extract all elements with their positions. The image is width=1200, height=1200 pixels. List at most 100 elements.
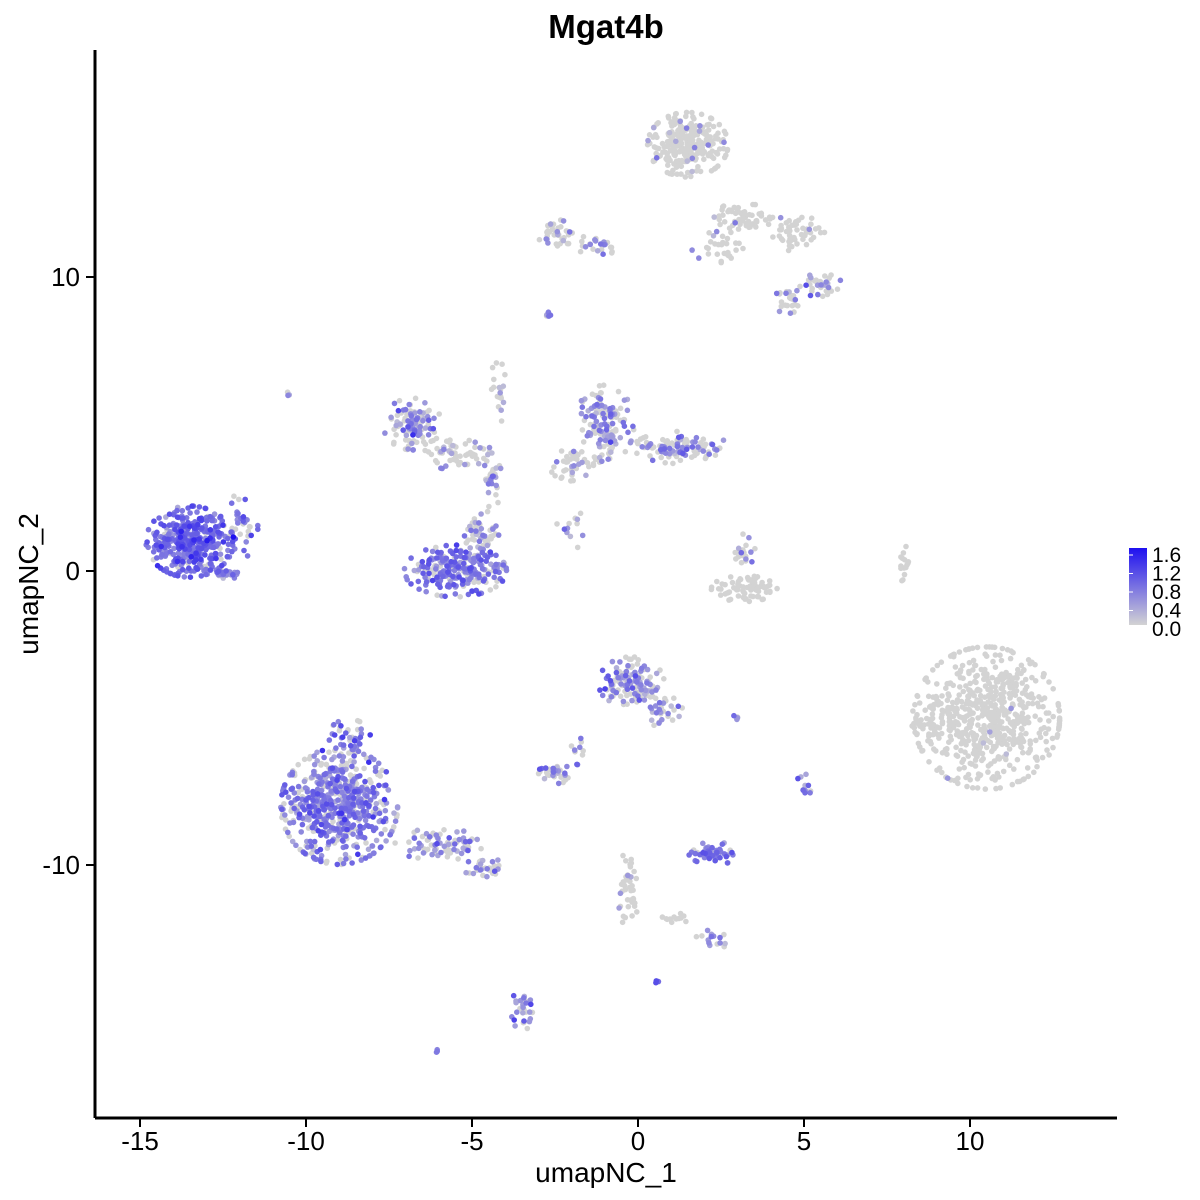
data-point xyxy=(478,511,484,517)
data-point xyxy=(1000,695,1006,701)
data-point xyxy=(1004,741,1010,748)
data-point xyxy=(425,432,432,438)
data-point xyxy=(1007,655,1014,662)
data-point xyxy=(931,727,938,733)
data-point xyxy=(574,520,580,527)
data-point xyxy=(622,672,629,679)
data-point xyxy=(953,744,959,751)
data-point xyxy=(725,249,731,256)
data-point xyxy=(714,251,721,257)
data-point xyxy=(420,417,426,424)
data-point xyxy=(580,748,586,754)
data-point xyxy=(1003,725,1010,732)
data-point xyxy=(748,549,754,555)
y-tick-label: 10 xyxy=(51,262,80,292)
data-point xyxy=(191,525,198,531)
data-point xyxy=(628,856,634,863)
data-point xyxy=(457,594,464,600)
data-point xyxy=(357,830,364,836)
data-point xyxy=(653,710,660,716)
data-point xyxy=(965,732,971,739)
data-point xyxy=(963,683,969,689)
data-point xyxy=(329,756,335,763)
data-point xyxy=(395,407,402,414)
data-point xyxy=(928,720,935,727)
data-point xyxy=(349,824,355,830)
data-point xyxy=(502,371,508,378)
data-point xyxy=(207,513,213,520)
data-point xyxy=(360,808,367,814)
data-point xyxy=(733,247,739,253)
data-point xyxy=(296,811,303,817)
data-point xyxy=(487,549,494,555)
data-point xyxy=(592,238,599,244)
data-point xyxy=(380,818,387,825)
data-point xyxy=(615,674,621,681)
data-point xyxy=(752,545,758,552)
data-point xyxy=(591,423,597,430)
data-point xyxy=(767,589,773,596)
data-point xyxy=(378,831,385,837)
data-point xyxy=(808,215,815,221)
data-point xyxy=(684,158,691,164)
data-point xyxy=(410,447,416,453)
data-point xyxy=(178,528,184,535)
data-point xyxy=(982,786,989,792)
data-point xyxy=(520,1004,526,1011)
data-point xyxy=(485,571,492,577)
data-point xyxy=(1001,732,1008,739)
data-point xyxy=(660,436,666,443)
data-point xyxy=(709,441,716,448)
data-point xyxy=(388,414,394,421)
data-point xyxy=(422,441,429,448)
data-point xyxy=(463,549,469,555)
data-point xyxy=(355,851,361,858)
data-point xyxy=(928,741,934,747)
data-point xyxy=(491,574,498,581)
data-point xyxy=(175,550,182,557)
data-point xyxy=(1034,763,1040,770)
data-point xyxy=(953,710,960,717)
data-point xyxy=(719,233,726,240)
data-point xyxy=(382,826,388,833)
data-point xyxy=(689,444,696,450)
data-point xyxy=(357,734,364,741)
data-point xyxy=(353,766,360,772)
data-point xyxy=(347,772,354,778)
data-point xyxy=(574,544,581,551)
data-point xyxy=(407,847,413,854)
data-point xyxy=(633,679,640,685)
data-point xyxy=(466,838,473,845)
data-point xyxy=(1050,686,1056,692)
data-point xyxy=(150,549,157,555)
data-point xyxy=(661,446,668,452)
data-point xyxy=(402,437,409,443)
data-point xyxy=(370,814,376,820)
data-point xyxy=(154,562,161,569)
data-point xyxy=(609,248,615,255)
data-point xyxy=(689,168,695,175)
data-point xyxy=(363,800,369,806)
data-point xyxy=(1025,773,1032,780)
data-point xyxy=(326,737,333,743)
data-point xyxy=(837,277,844,284)
data-point xyxy=(714,578,720,585)
data-point xyxy=(290,819,297,826)
data-point xyxy=(720,203,727,209)
data-point xyxy=(310,788,316,795)
data-point xyxy=(1039,754,1046,761)
data-point xyxy=(311,813,317,819)
data-point xyxy=(445,569,451,575)
data-point xyxy=(478,845,484,852)
data-point xyxy=(583,472,589,479)
data-point xyxy=(357,773,363,779)
data-point xyxy=(434,592,441,598)
data-point xyxy=(484,873,490,880)
data-point xyxy=(1020,718,1027,724)
data-point xyxy=(301,778,308,785)
data-point xyxy=(361,835,368,841)
data-point xyxy=(819,293,826,300)
data-point xyxy=(471,537,478,543)
data-point xyxy=(344,826,350,833)
data-point xyxy=(994,770,1001,777)
